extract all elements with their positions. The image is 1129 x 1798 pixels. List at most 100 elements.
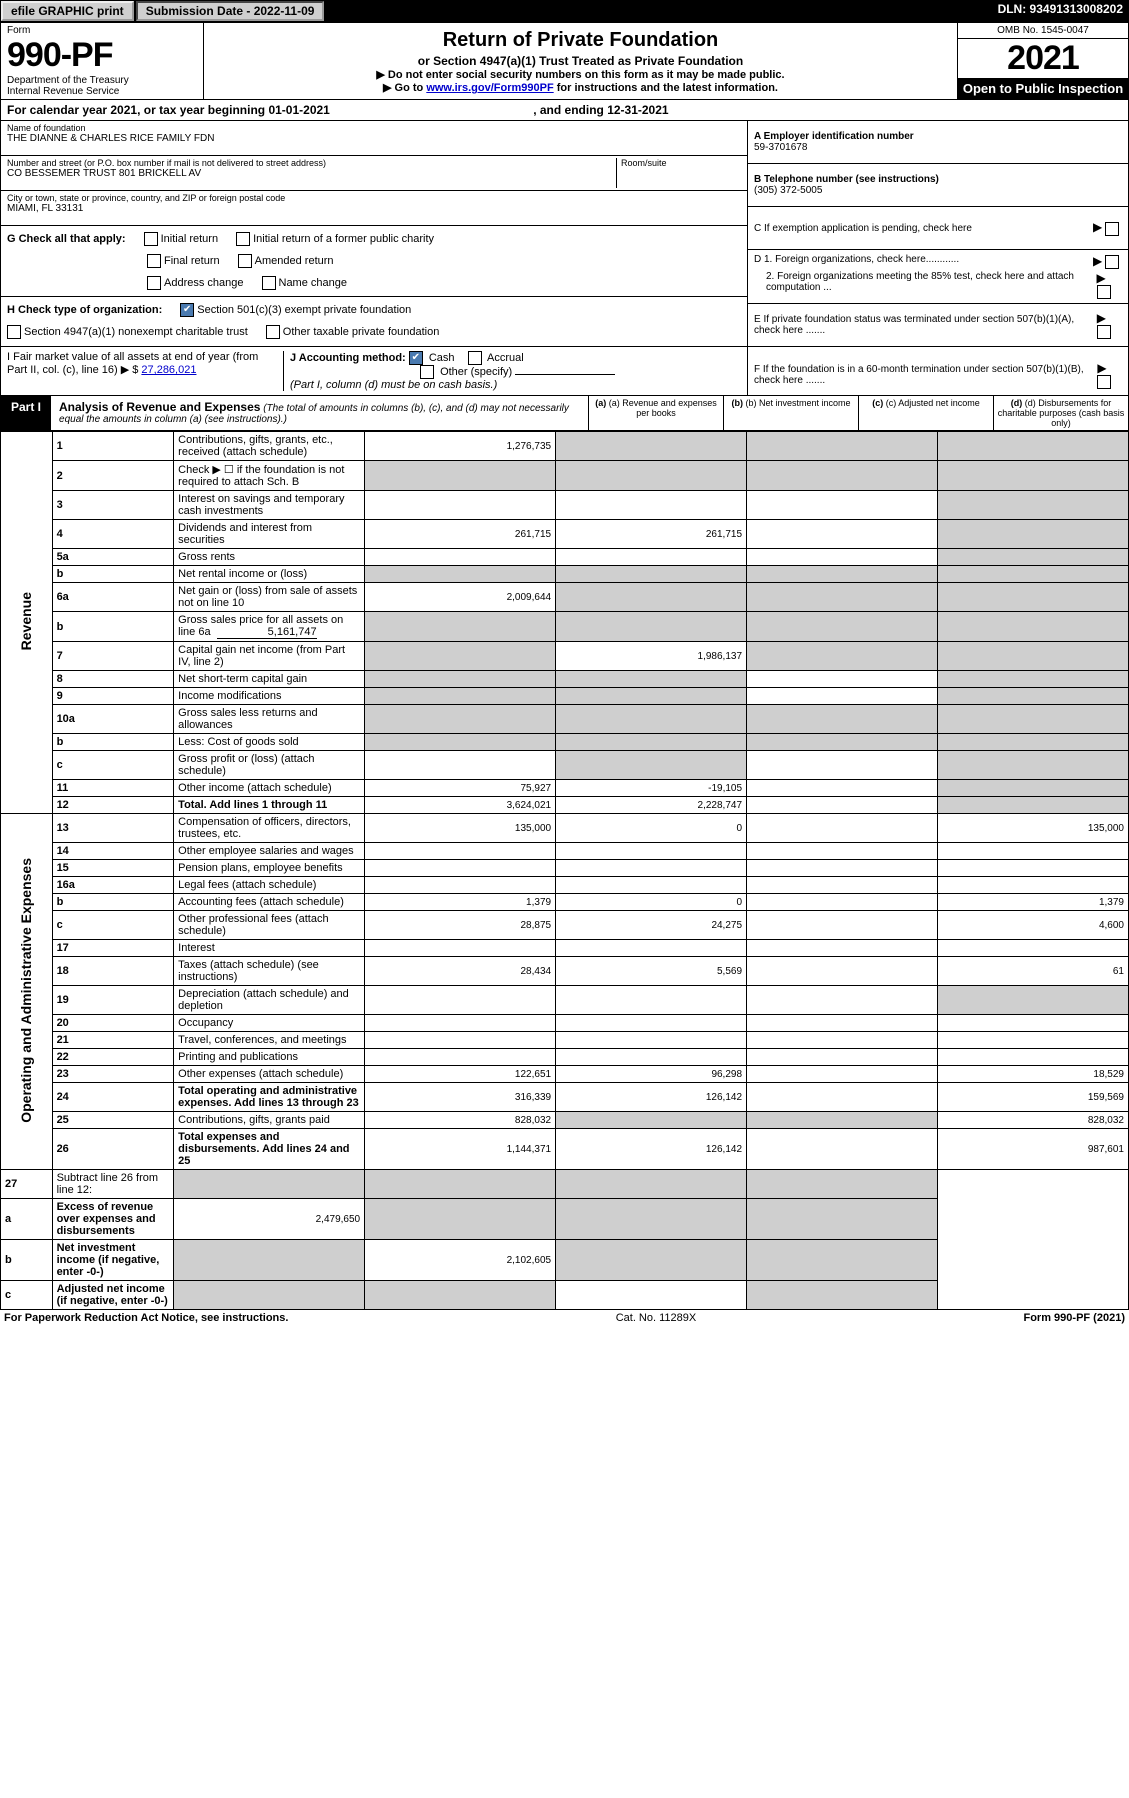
cb-e[interactable] xyxy=(1097,325,1111,339)
table-row: 24Total operating and administrative exp… xyxy=(1,1083,1129,1112)
street-cell: Number and street (or P.O. box number if… xyxy=(1,156,747,191)
col-d: 61 xyxy=(937,957,1128,986)
page-footer: For Paperwork Reduction Act Notice, see … xyxy=(0,1310,1129,1326)
h-check-row: H Check type of organization: Section 50… xyxy=(1,297,747,345)
col-a xyxy=(365,843,556,860)
cb-4947[interactable] xyxy=(7,325,21,339)
opt-initial: Initial return xyxy=(161,233,218,245)
col-b: 5,569 xyxy=(556,957,747,986)
street-label: Number and street (or P.O. box number if… xyxy=(7,158,616,168)
cb-cash[interactable] xyxy=(409,351,423,365)
ij-row: I Fair market value of all assets at end… xyxy=(0,347,1129,396)
line-description: Contributions, gifts, grants paid xyxy=(174,1112,365,1129)
table-row: Revenue1Contributions, gifts, grants, et… xyxy=(1,432,1129,461)
col-d xyxy=(937,432,1128,461)
phone-row: B Telephone number (see instructions) (3… xyxy=(748,164,1128,207)
dln-label: DLN: 93491313008202 xyxy=(992,0,1129,22)
line-number: 9 xyxy=(52,688,174,705)
cb-c[interactable] xyxy=(1105,222,1119,236)
col-d xyxy=(937,583,1128,612)
line-number: 4 xyxy=(52,520,174,549)
table-row: 16aLegal fees (attach schedule) xyxy=(1,877,1129,894)
cb-other-method[interactable] xyxy=(420,365,434,379)
col-a: 316,339 xyxy=(365,1083,556,1112)
col-d xyxy=(937,940,1128,957)
col-d: 159,569 xyxy=(937,1083,1128,1112)
col-c xyxy=(747,894,938,911)
phone-value: (305) 372-5005 xyxy=(754,185,822,196)
cb-amended[interactable] xyxy=(238,254,252,268)
line-number: 13 xyxy=(52,814,174,843)
col-c xyxy=(747,461,938,491)
col-d-head: (d) (d) Disbursements for charitable pur… xyxy=(993,396,1128,430)
line-description: Less: Cost of goods sold xyxy=(174,734,365,751)
col-c xyxy=(747,432,938,461)
opt-final: Final return xyxy=(164,255,220,267)
col-d xyxy=(937,751,1128,780)
cb-f[interactable] xyxy=(1097,375,1111,389)
line-number: 3 xyxy=(52,491,174,520)
cb-initial[interactable] xyxy=(144,232,158,246)
cb-501c3[interactable] xyxy=(180,303,194,317)
cal-pre: For calendar year 2021, or tax year begi… xyxy=(7,103,268,117)
col-a: 828,032 xyxy=(365,1112,556,1129)
efile-print-button[interactable]: efile GRAPHIC print xyxy=(1,1,134,21)
line-number: 1 xyxy=(52,432,174,461)
line-description: Net investment income (if negative, ente… xyxy=(52,1240,174,1281)
table-row: bNet rental income or (loss) xyxy=(1,566,1129,583)
cb-d1[interactable] xyxy=(1105,255,1119,269)
cb-other-tax[interactable] xyxy=(266,325,280,339)
ein-value: 59-3701678 xyxy=(754,142,807,153)
line-description: Printing and publications xyxy=(174,1049,365,1066)
col-a xyxy=(365,1032,556,1049)
col-c xyxy=(747,1032,938,1049)
col-c xyxy=(747,1083,938,1112)
col-b: 2,228,747 xyxy=(556,797,747,814)
top-bar-left: efile GRAPHIC print Submission Date - 20… xyxy=(0,0,325,22)
table-row: 8Net short-term capital gain xyxy=(1,671,1129,688)
col-b xyxy=(556,705,747,734)
col-d xyxy=(937,877,1128,894)
line-number: c xyxy=(52,911,174,940)
col-d: 4,600 xyxy=(937,911,1128,940)
cb-name-change[interactable] xyxy=(262,276,276,290)
col-d: 987,601 xyxy=(937,1129,1128,1170)
col-d xyxy=(937,671,1128,688)
cb-accrual[interactable] xyxy=(468,351,482,365)
form-number: 990-PF xyxy=(7,36,197,75)
cb-final[interactable] xyxy=(147,254,161,268)
col-b: 2,102,605 xyxy=(365,1240,556,1281)
line-number: 8 xyxy=(52,671,174,688)
cb-initial-former[interactable] xyxy=(236,232,250,246)
city-cell: City or town, state or province, country… xyxy=(1,191,747,226)
opt-accrual: Accrual xyxy=(487,352,524,364)
line-description: Other expenses (attach schedule) xyxy=(174,1066,365,1083)
d1-label: D 1. Foreign organizations, check here..… xyxy=(754,254,959,269)
col-c xyxy=(747,814,938,843)
line-description: Excess of revenue over expenses and disb… xyxy=(52,1199,174,1240)
col-a: 75,927 xyxy=(365,780,556,797)
line-description: Contributions, gifts, grants, etc., rece… xyxy=(174,432,365,461)
col-a xyxy=(365,860,556,877)
line-description: Depreciation (attach schedule) and deple… xyxy=(174,986,365,1015)
col-b xyxy=(556,1112,747,1129)
col-c xyxy=(747,1129,938,1170)
instr2-pre: ▶ Go to xyxy=(383,82,426,94)
col-b xyxy=(556,751,747,780)
col-c xyxy=(747,1049,938,1066)
col-d xyxy=(937,843,1128,860)
cb-address[interactable] xyxy=(147,276,161,290)
col-b xyxy=(556,986,747,1015)
irs-link[interactable]: www.irs.gov/Form990PF xyxy=(426,82,553,94)
col-b xyxy=(556,1032,747,1049)
col-c xyxy=(747,549,938,566)
col-d: 135,000 xyxy=(937,814,1128,843)
part1-table: Revenue1Contributions, gifts, grants, et… xyxy=(0,431,1129,1310)
i-value[interactable]: 27,286,021 xyxy=(141,364,196,376)
line-number: c xyxy=(1,1281,53,1310)
cb-d2[interactable] xyxy=(1097,285,1111,299)
opt-address: Address change xyxy=(164,277,244,289)
line-number: b xyxy=(1,1240,53,1281)
col-b: 96,298 xyxy=(556,1066,747,1083)
table-row: 27Subtract line 26 from line 12: xyxy=(1,1170,1129,1199)
